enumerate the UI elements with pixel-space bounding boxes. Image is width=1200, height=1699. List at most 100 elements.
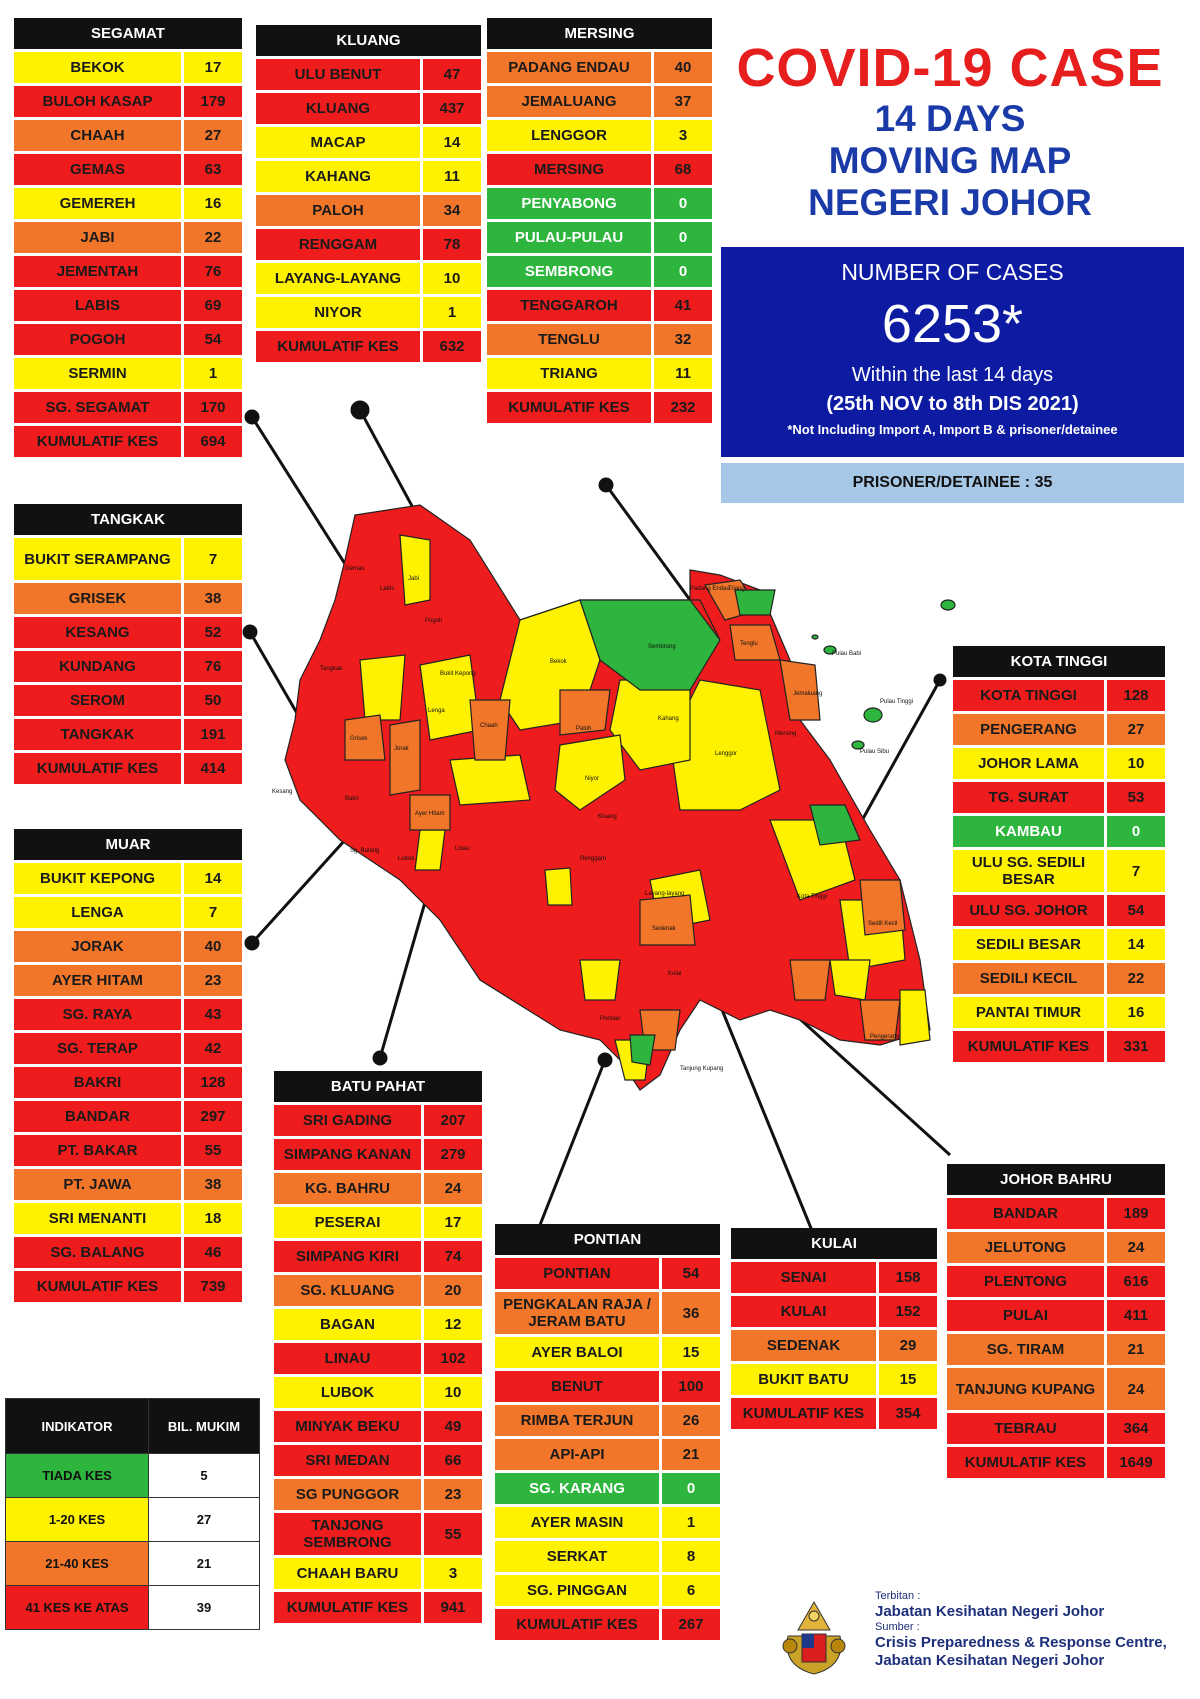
region-serkat: [614, 1039, 651, 1081]
mukim-name: TANJONG SEMBRONG: [274, 1513, 421, 1555]
cumulative-row: KUMULATIF KES 354: [731, 1398, 937, 1429]
case-count: 411: [1104, 1300, 1165, 1331]
mukim-row: BANDAR 189: [947, 1198, 1165, 1229]
region-kambau: [809, 804, 861, 846]
publisher-name: Jabatan Kesihatan Negeri Johor: [875, 1603, 1105, 1620]
mukim-row: KOTA TINGGI 128: [953, 680, 1165, 711]
island-aur: [811, 634, 819, 640]
mukim-name: TANJUNG KUPANG: [947, 1368, 1104, 1410]
mukim-name: KG. BAHRU: [274, 1173, 421, 1204]
district-table: KLUANG ULU BENUT 47 KLUANG 437 MACAP 14 KAHANG 1…: [256, 22, 481, 365]
region-peserai: [414, 829, 446, 871]
district-header-row: JOHOR BAHRU: [947, 1164, 1165, 1195]
mukim-name: SEDENAK: [731, 1330, 876, 1361]
case-count: 128: [181, 1067, 242, 1098]
map-label: Ayer Hitam: [415, 811, 445, 817]
cumulative-row: KUMULATIF KES 1649: [947, 1447, 1165, 1478]
case-count: 32: [651, 324, 712, 355]
map-label: Pulau Sibu: [860, 749, 889, 755]
mukim-row: SENAI 158: [731, 1262, 937, 1293]
legend-header-indicator: INDIKATOR: [5, 1398, 149, 1454]
mukim-row: KAHANG 11: [256, 161, 481, 192]
region-padang-endau: [704, 579, 761, 621]
case-count: 27: [1104, 714, 1165, 745]
case-count: 41: [651, 290, 712, 321]
mukim-name: BAGAN: [274, 1309, 421, 1340]
mukim-name: PLENTONG: [947, 1266, 1104, 1297]
district-name: JOHOR BAHRU: [947, 1164, 1165, 1195]
mukim-name: PANTAI TIMUR: [953, 997, 1104, 1028]
map-label: Pogoh: [425, 618, 442, 624]
case-count: 0: [1104, 816, 1165, 847]
mukim-name: JEMALUANG: [487, 86, 651, 117]
map-label: Linau: [455, 846, 470, 852]
district-table: SEGAMAT BEKOK 17 BULOH KASAP 179 CHAAH 27 GEMAS…: [14, 15, 242, 460]
mukim-row: SEROM 50: [14, 685, 242, 716]
title-block: COVID-19 CASE 14 DAYS MOVING MAP NEGERI …: [715, 38, 1185, 224]
region-jorak: [389, 719, 421, 796]
mukim-row: RIMBA TERJUN 26: [495, 1405, 720, 1436]
map-label: Kulai: [668, 971, 681, 977]
window-text: Within the last 14 days: [851, 364, 1054, 386]
case-count: 11: [651, 358, 712, 389]
cumulative-row: KUMULATIF KES 632: [256, 331, 481, 362]
prisoner-count: PRISONER/DETAINEE : 35: [721, 463, 1184, 503]
district-name: PONTIAN: [495, 1224, 720, 1255]
mukim-name: GRISEK: [14, 583, 181, 614]
mukim-name: LABIS: [14, 290, 181, 321]
case-count: 21: [1104, 1334, 1165, 1365]
case-count: 36: [659, 1292, 720, 1334]
mukim-row: NIYOR 1: [256, 297, 481, 328]
mukim-name: PT. BAKAR: [14, 1135, 181, 1166]
mukim-row: PLENTONG 616: [947, 1266, 1165, 1297]
mukim-row: TENGGAROH 41: [487, 290, 712, 321]
legend-row: TIADA KES 5: [5, 1453, 260, 1498]
mukim-name: KOTA TINGGI: [953, 680, 1104, 711]
mukim-name: PULAU-PULAU: [487, 222, 651, 253]
map-label: Mersing: [775, 731, 796, 737]
case-count: 54: [659, 1258, 720, 1289]
case-count: 6: [659, 1575, 720, 1606]
mukim-row: PADANG ENDAU 40: [487, 52, 712, 83]
mukim-name: KAMBAU: [953, 816, 1104, 847]
mukim-name: JABI: [14, 222, 181, 253]
map-label: Pulau Tinggi: [880, 699, 913, 705]
map-label: Sg. Balang: [350, 848, 379, 854]
mukim-row: ULU SG. JOHOR 54: [953, 895, 1165, 926]
case-count: 10: [421, 1377, 482, 1408]
mukim-name: SEDILI KECIL: [953, 963, 1104, 994]
date-range: (25th NOV to 8th DIS 2021): [826, 393, 1079, 415]
legend-count: 39: [148, 1585, 260, 1630]
district-table: JOHOR BAHRU BANDAR 189 JELUTONG 24 PLENTONG 61…: [947, 1161, 1165, 1481]
map-label: Pulau Babi: [832, 651, 861, 657]
mukim-row: TRIANG 11: [487, 358, 712, 389]
region-sedili-besar: [839, 899, 906, 971]
mukim-row: BUKIT SERAMPANG 7: [14, 538, 242, 580]
case-count: 76: [181, 256, 242, 287]
district-table: KOTA TINGGI KOTA TINGGI 128 PENGERANG 27 JOHO…: [953, 643, 1165, 1065]
johor-crest-icon: [782, 1600, 846, 1675]
case-count: 29: [876, 1330, 937, 1361]
mukim-name: SIMPANG KIRI: [274, 1241, 421, 1272]
mukim-row: SIMPANG KANAN 279: [274, 1139, 482, 1170]
map-label: Bukit Kepong: [440, 671, 476, 677]
mukim-row: SEDILI BESAR 14: [953, 929, 1165, 960]
mukim-name: KUMULATIF KES: [274, 1592, 421, 1623]
region-lenggor: [669, 679, 781, 811]
mukim-name: BEKOK: [14, 52, 181, 83]
mukim-row: SG. TERAP 42: [14, 1033, 242, 1064]
case-count: 20: [421, 1275, 482, 1306]
legend-count: 21: [148, 1541, 260, 1586]
map-label: Tangkak: [320, 666, 343, 672]
region-lenga: [419, 654, 481, 741]
district-header-row: BATU PAHAT: [274, 1071, 482, 1102]
case-count: 49: [421, 1411, 482, 1442]
mukim-row: SERKAT 8: [495, 1541, 720, 1572]
map-label: Chaah: [480, 723, 498, 729]
mukim-row: MERSING 68: [487, 154, 712, 185]
mukim-name: AYER HITAM: [14, 965, 181, 996]
case-summary-label: NUMBER OF CASES: [841, 259, 1064, 285]
mukim-row: JEMALUANG 37: [487, 86, 712, 117]
mukim-row: MACAP 14: [256, 127, 481, 158]
legend-count: 5: [148, 1453, 260, 1498]
